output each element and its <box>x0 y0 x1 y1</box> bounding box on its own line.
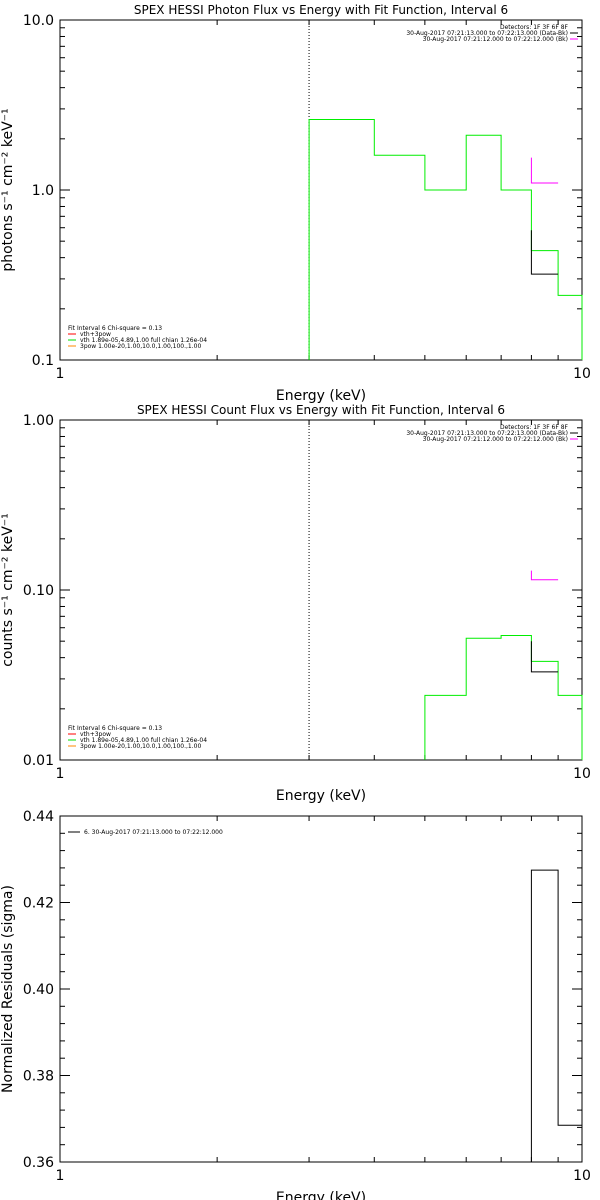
series-line-0-0 <box>308 119 583 360</box>
x-tick-label: 10 <box>573 766 591 782</box>
x-axis-label: Energy (keV) <box>276 1190 366 1200</box>
series-line-1-2 <box>530 570 559 581</box>
legend-right-entry: 30-Aug-2017 07:21:13.000 to 07:22:13.000… <box>406 430 568 437</box>
legend-left-entry: vth 1.89e-05,4.89,1.00 full chian 1.26e-… <box>80 737 207 744</box>
legend-right-entry: 30-Aug-2017 07:21:12.000 to 07:22:12.000… <box>423 36 568 43</box>
y-tick-label: 0.1 <box>32 353 54 369</box>
legend-left-entry: 3pow 1.00e-20,1.00,10.0,1.00,100.,1.00 <box>80 743 201 750</box>
y-tick-label: 0.44 <box>23 809 54 825</box>
legend-left-entry: vth+3pow <box>80 331 111 338</box>
legend-right-entry: Detectors: 1F 3F 6F 8F <box>500 24 569 31</box>
legend-right-entry: 30-Aug-2017 07:21:12.000 to 07:22:12.000… <box>423 436 568 443</box>
series-line-2-0 <box>530 869 583 1162</box>
x-axis-label: Energy (keV) <box>276 788 366 804</box>
series-line-0-1 <box>530 230 559 275</box>
legend-left-entry: vth+3pow <box>80 731 111 738</box>
legend-left-entry: Fit Interval 6 Chi-square = 0.13 <box>68 725 162 732</box>
legend-right-entry: 30-Aug-2017 07:21:13.000 to 07:22:13.000… <box>406 30 568 37</box>
y-tick-label: 0.42 <box>23 896 54 912</box>
plot-frame-2 <box>59 815 583 1163</box>
y-axis-label: Normalized Residuals (sigma) <box>0 885 16 1093</box>
x-tick-label: 1 <box>56 766 65 782</box>
x-tick-label: 10 <box>573 1168 591 1184</box>
y-tick-label: 0.36 <box>23 1155 54 1171</box>
series-line-0-2 <box>530 157 559 184</box>
y-tick-label: 10.0 <box>23 13 54 29</box>
plot-frame-1 <box>59 419 583 761</box>
y-tick-label: 0.10 <box>23 583 54 599</box>
legend-left-entry: vth 1.89e-05,4.89,1.00 full chian 1.26e-… <box>80 337 207 344</box>
y-tick-label: 1.0 <box>32 183 54 199</box>
y-tick-label: 1.00 <box>23 413 54 429</box>
legend-left-entry: 6. 30-Aug-2017 07:21:13.000 to 07:22:12.… <box>84 829 223 836</box>
legend-right-entry: Detectors: 1F 3F 6F 8F <box>500 424 569 431</box>
legend-left-entry: 3pow 1.00e-20,1.00,10.0,1.00,100.,1.00 <box>80 343 201 350</box>
legend-left-entry: Fit Interval 6 Chi-square = 0.13 <box>68 325 162 332</box>
x-tick-label: 1 <box>56 1168 65 1184</box>
x-tick-label: 1 <box>56 366 65 382</box>
y-axis-label: counts s⁻¹ cm⁻² keV⁻¹ <box>0 513 16 667</box>
series-line-1-1 <box>530 641 559 673</box>
series-line-1-0 <box>424 635 583 760</box>
y-tick-label: 0.01 <box>23 753 54 769</box>
x-tick-label: 10 <box>573 366 591 382</box>
chart-title-1: SPEX HESSI Count Flux vs Energy with Fit… <box>137 403 505 417</box>
y-axis-label: photons s⁻¹ cm⁻² keV⁻¹ <box>0 108 16 271</box>
x-axis-label: Energy (keV) <box>276 388 366 404</box>
y-tick-label: 0.38 <box>23 1069 54 1085</box>
chart-title-0: SPEX HESSI Photon Flux vs Energy with Fi… <box>134 3 508 17</box>
y-tick-label: 0.40 <box>23 982 54 998</box>
